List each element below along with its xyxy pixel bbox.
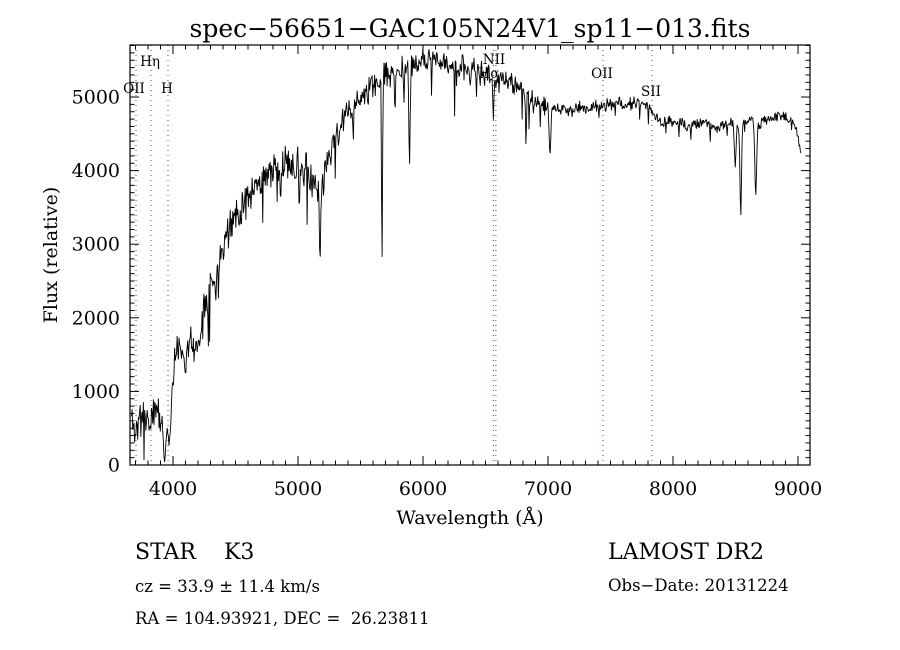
- obs-date-text: Obs−Date: 20131224: [608, 576, 789, 595]
- y-tick-label: 1000: [72, 381, 120, 403]
- x-axis-label: Wavelength (Å): [396, 507, 543, 529]
- spectral-line-label: H: [161, 81, 173, 97]
- y-tick-label: 4000: [72, 160, 120, 182]
- classification-text: STAR K3: [135, 540, 254, 565]
- y-axis-label: Flux (relative): [40, 187, 62, 324]
- spectral-line-markers: [135, 45, 653, 465]
- spectral-line-label: NII: [483, 52, 505, 68]
- survey-text: LAMOST DR2: [608, 540, 764, 565]
- spectral-line-label: OII: [123, 81, 145, 97]
- spectral-line-label: Hα: [479, 66, 500, 82]
- y-tick-label: 5000: [72, 87, 120, 109]
- x-tick-label: 9000: [774, 478, 822, 500]
- cz-text: cz = 33.9 ± 11.4 km/s: [135, 577, 320, 596]
- ra-dec-text: RA = 104.93921, DEC = 26.23811: [135, 609, 430, 628]
- x-tick-label: 6000: [399, 478, 447, 500]
- axes-and-ticks: [129, 44, 811, 466]
- x-tick-label: 5000: [274, 478, 322, 500]
- spectral-line-label: Hη: [140, 54, 160, 70]
- y-tick-label: 0: [108, 455, 120, 477]
- x-tick-label: 7000: [524, 478, 572, 500]
- spectral-line-label: OII: [591, 66, 613, 82]
- x-tick-label: 8000: [649, 478, 697, 500]
- spectral-line-label: SII: [641, 84, 661, 100]
- x-tick-label: 4000: [149, 478, 197, 500]
- plot-title: spec−56651−GAC105N24V1_sp11−013.fits: [190, 14, 751, 43]
- spectrum-trace: [131, 49, 802, 463]
- y-tick-label: 2000: [72, 307, 120, 329]
- y-tick-label: 3000: [72, 234, 120, 256]
